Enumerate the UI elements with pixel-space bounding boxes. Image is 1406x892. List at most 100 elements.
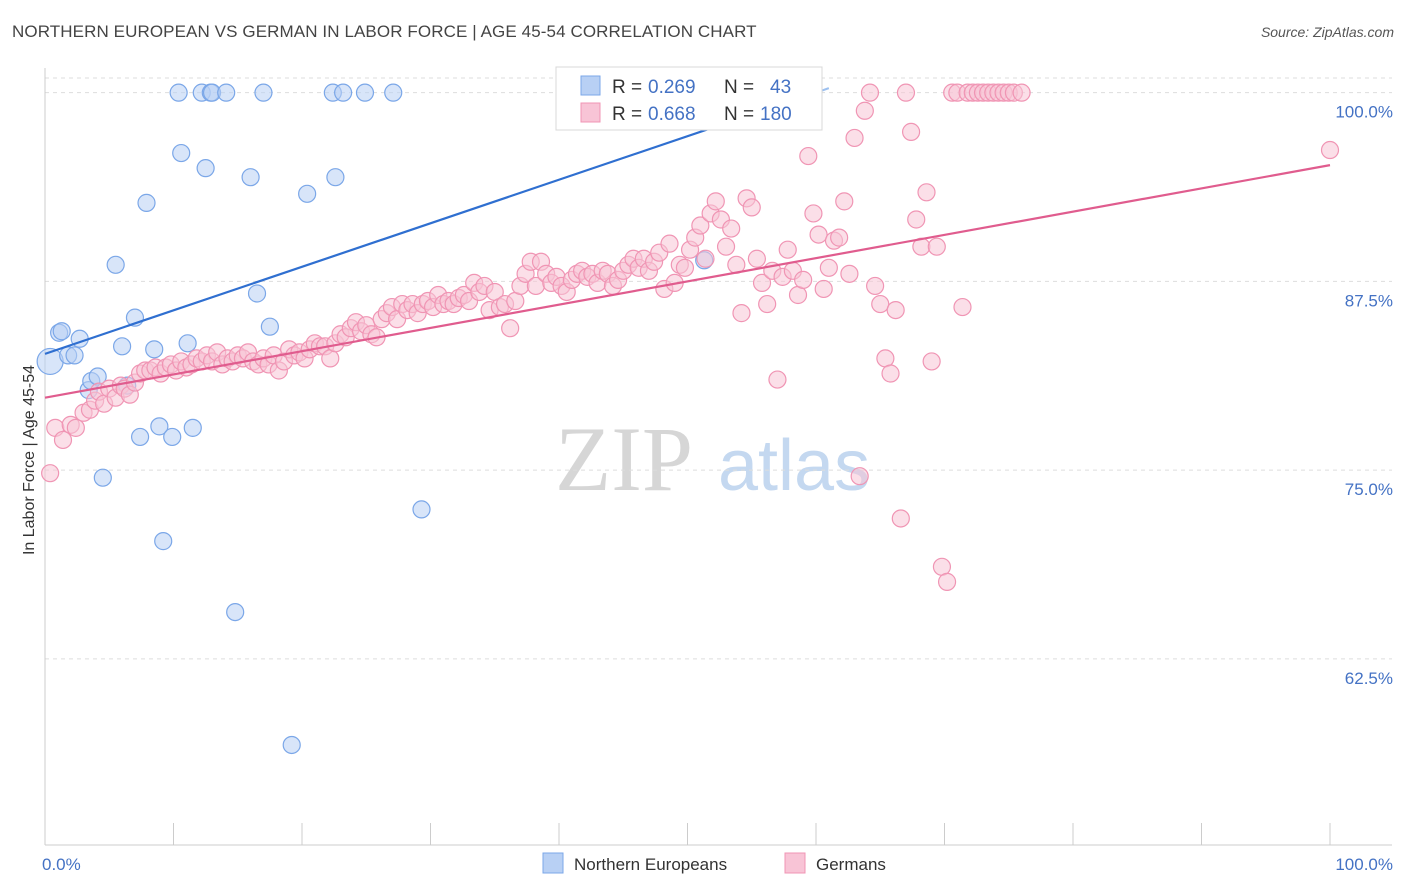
trend-line-germans [44,164,1331,399]
point-northern-european [282,735,301,755]
point-german [752,273,772,293]
point-northern-european [106,255,125,274]
point-german [799,146,818,166]
point-northern-european [247,284,267,303]
point-northern-european [355,83,375,102]
point-northern-european [52,322,71,341]
point-german [1320,140,1340,160]
point-northern-european [137,193,156,212]
point-german [675,258,695,277]
stats-n-label-germans: N = [724,104,754,125]
chart-title: NORTHERN EUROPEAN VS GERMAN IN LABOR FOR… [12,22,757,41]
point-german [742,198,761,217]
point-northern-european [412,500,431,519]
point-german [881,364,900,383]
point-northern-european [150,417,169,436]
point-northern-european [226,602,245,622]
stats-legend: R = 0.269 N = 43 R = 0.668 N = 180 [555,66,823,131]
point-german [835,192,854,211]
stats-n-value-northern: 43 [770,77,791,98]
point-northern-european [112,337,132,356]
point-german [53,430,73,450]
point-german [809,225,828,244]
legend-label-northern: Northern Europeans [574,855,727,874]
y-tick-label: 87.5% [1345,291,1393,310]
point-german [891,509,910,528]
watermark-zip: ZIP [555,408,693,510]
y-tick-label: 62.5% [1345,669,1393,688]
point-northern-european [145,340,164,359]
point-northern-european [183,418,202,437]
point-german [321,349,340,368]
legend-swatch-northern [542,852,564,874]
point-german [922,352,941,371]
point-northern-european [241,168,260,187]
point-german [758,294,777,314]
point-german [716,237,736,256]
point-northern-european [217,83,236,102]
point-german [732,304,751,323]
point-german [855,101,874,120]
point-northern-european [65,346,84,365]
stats-swatch-germans [580,102,601,123]
stats-swatch-northern [580,75,601,96]
chart-source: Source: ZipAtlas.com [1260,24,1394,40]
point-german [830,228,849,247]
point-german [819,258,838,277]
point-northern-european [154,532,173,551]
watermark-atlas: atlas [718,426,870,506]
stats-n-label-northern: N = [724,77,754,98]
point-german [722,219,741,238]
point-german [41,464,60,483]
point-german [747,249,766,268]
point-german [691,216,710,235]
point-german [788,285,808,305]
point-german [871,294,890,314]
y-axis-title: In Labor Force | Age 45-54 [21,365,38,555]
point-northern-european [178,334,197,353]
watermark: ZIP atlas [555,408,870,510]
grid-lines [45,77,1392,660]
point-northern-european [298,184,317,203]
stats-r-label-northern: R = [612,77,642,98]
point-german [506,291,525,311]
point-northern-european [172,143,191,163]
point-german [850,467,869,486]
point-german [917,183,936,202]
point-german [696,249,715,268]
point-german [907,210,926,229]
stats-r-value-northern: 0.269 [648,77,696,98]
x-tick-label-min: 0.0% [42,855,81,874]
point-german [814,279,833,299]
stats-r-value-germans: 0.668 [648,104,696,125]
point-german [932,557,952,576]
legend-label-germans: Germans [816,855,886,874]
y-tick-label: 75.0% [1345,480,1393,499]
stats-n-value-germans: 180 [760,104,792,125]
point-northern-european [93,468,112,487]
point-german [778,240,797,259]
legend-swatch-germans [784,852,806,874]
point-german [845,128,864,148]
point-german [1012,83,1031,102]
point-northern-european [384,83,403,102]
x-tick-label-max: 100.0% [1335,855,1393,874]
point-german [901,122,921,142]
point-german [66,418,85,437]
point-german [660,234,679,253]
point-german [927,237,946,256]
point-german [804,204,823,223]
point-german [937,572,957,591]
point-german [840,264,859,283]
stats-r-label-germans: R = [612,104,642,125]
point-northern-european [260,317,279,336]
point-northern-european [163,427,182,447]
trend-line-northern [44,91,817,355]
point-german [953,297,972,317]
axes [44,68,1392,846]
point-northern-european [326,168,345,187]
point-northern-european [196,159,215,178]
point-northern-european [334,83,353,102]
point-german [886,300,905,320]
